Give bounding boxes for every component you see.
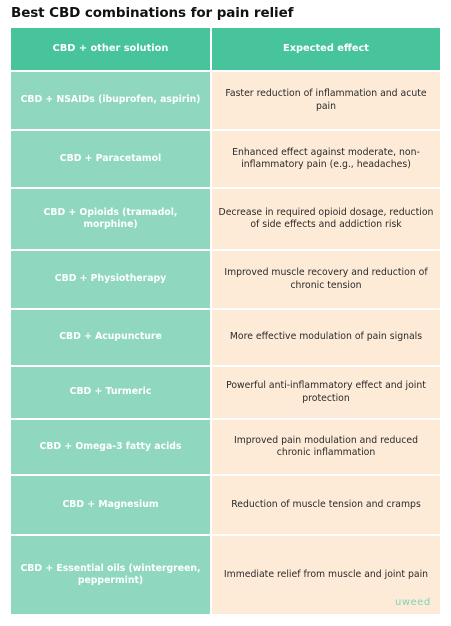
row-6-effect: Powerful anti-inflammatory effect and jo… xyxy=(212,367,440,418)
row-4-solution: CBD + Physiotherapy xyxy=(11,251,210,308)
row-6-solution: CBD + Turmeric xyxy=(11,367,210,418)
row-7-solution: CBD + Omega-3 fatty acids xyxy=(11,420,210,474)
row-3-effect: Decrease in required opioid dosage, redu… xyxy=(212,189,440,249)
column-header-effect: Expected effect xyxy=(212,28,440,70)
combinations-table: CBD + other solution Expected effect CBD… xyxy=(11,28,440,614)
row-3-solution: CBD + Opioids (tramadol, morphine) xyxy=(11,189,210,249)
row-1-solution: CBD + NSAIDs (ibuprofen, aspirin) xyxy=(11,72,210,129)
row-5-solution: CBD + Acupuncture xyxy=(11,310,210,365)
row-4-effect: Improved muscle recovery and reduction o… xyxy=(212,251,440,308)
row-1-effect: Faster reduction of inflammation and acu… xyxy=(212,72,440,129)
row-5-effect: More effective modulation of pain signal… xyxy=(212,310,440,365)
row-9-effect: Immediate relief from muscle and joint p… xyxy=(212,536,440,614)
page-title: Best CBD combinations for pain relief xyxy=(11,5,294,21)
row-2-effect: Enhanced effect against moderate, non-in… xyxy=(212,131,440,187)
row-7-effect: Improved pain modulation and reduced chr… xyxy=(212,420,440,474)
row-2-solution: CBD + Paracetamol xyxy=(11,131,210,187)
row-8-effect: Reduction of muscle tension and cramps xyxy=(212,476,440,534)
brand-logo: uweed xyxy=(395,597,431,608)
column-header-solution: CBD + other solution xyxy=(11,28,210,70)
row-9-solution: CBD + Essential oils (wintergreen, peppe… xyxy=(11,536,210,614)
row-8-solution: CBD + Magnesium xyxy=(11,476,210,534)
